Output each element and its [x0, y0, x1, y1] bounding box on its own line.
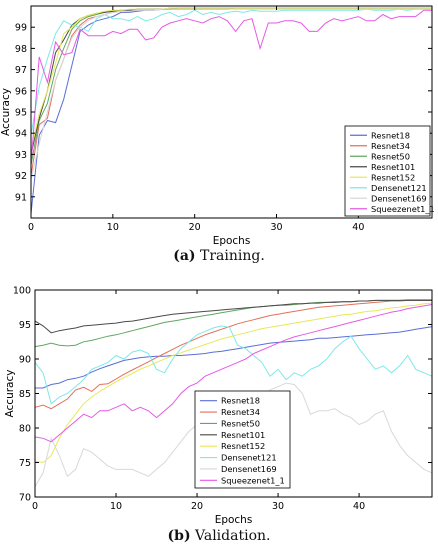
training-legend-label-densenet169: Densenet169	[371, 193, 427, 203]
training-x-axis-label: Epochs	[213, 235, 251, 247]
training-figure: 0 10 20 30 40 91 92 93 94 95 96 97 98 99 Epochs Accurac…	[0, 0, 438, 272]
validation-x-tick-label: 10	[110, 501, 122, 512]
validation-y-axis-label: Accuracy	[4, 370, 16, 418]
validation-y-tick-label: 100	[13, 286, 31, 297]
validation-x-tick-label: 30	[272, 501, 284, 512]
training-y-tick-label: 99	[15, 23, 27, 34]
validation-legend-label-resnet101: Resnet101	[221, 430, 265, 440]
validation-y-tick-label: 95	[19, 320, 31, 331]
training-chart: 0 10 20 30 40 91 92 93 94 95 96 97 98 99 Epochs Accurac…	[0, 5, 435, 247]
training-x-tick-label: 40	[352, 222, 364, 233]
training-legend-label-densenet121: Densenet121	[371, 183, 427, 193]
training-series-line-squeezenet1_1	[30, 9, 432, 166]
training-legend-label-squeezenet1_1: Squeezenet1_1	[371, 204, 435, 214]
validation-legend-label-densenet169: Densenet169	[221, 464, 277, 474]
validation-legend-label-densenet121: Densenet121	[221, 453, 277, 463]
validation-y-tick-label: 70	[19, 493, 31, 504]
validation-y-tick-label: 90	[19, 355, 31, 366]
training-y-tick-label: 91	[15, 192, 27, 203]
validation-series-line-resnet18	[35, 326, 433, 389]
validation-x-tick-label: 20	[191, 501, 203, 512]
training-series-line-resnet152	[30, 7, 432, 151]
training-legend-label-resnet18: Resnet18	[371, 130, 410, 140]
training-y-tick-label: 98	[15, 44, 27, 55]
training-x-tick-label: 20	[189, 222, 201, 233]
validation-figure: 0 10 20 30 40 70 75 80 85 90 95 100 Epochs Accuracy Re…	[0, 276, 438, 550]
training-y-axis-label: Accuracy	[0, 88, 12, 136]
validation-legend-label-squeezenet1_1: Squeezenet1_1	[221, 475, 285, 485]
validation-legend-label-resnet34: Resnet34	[221, 407, 260, 417]
training-x-tick-label: 0	[28, 222, 34, 233]
training-y-tick-label: 97	[15, 65, 27, 76]
validation-legend-box	[194, 390, 291, 489]
validation-series-line-squeezenet1_1	[34, 304, 433, 443]
validation-x-tick-label: 40	[353, 501, 365, 512]
validation-y-tick-label: 75	[19, 458, 31, 469]
training-caption: (a) Training.	[0, 248, 438, 264]
validation-y-tick-label: 80	[19, 424, 31, 435]
training-legend-label-resnet101: Resnet101	[371, 162, 415, 172]
validation-y-tick-label: 85	[19, 389, 31, 400]
training-series-line-densenet121	[30, 8, 432, 136]
validation-caption-tag: (b)	[167, 528, 191, 544]
validation-x-tick-label: 0	[32, 501, 38, 512]
training-legend-box	[344, 125, 431, 217]
validation-legend-label-resnet152: Resnet152	[221, 441, 265, 451]
training-y-tick-label: 95	[15, 108, 27, 119]
validation-legend-label-resnet18: Resnet18	[221, 396, 260, 406]
validation-series-line-densenet121	[34, 325, 433, 405]
validation-caption-text: Validation.	[195, 528, 271, 544]
validation-series-line-resnet34	[34, 299, 432, 410]
training-y-tick-label: 92	[15, 171, 27, 182]
validation-caption: (b) Validation.	[0, 528, 438, 544]
training-caption-tag: (a)	[173, 248, 196, 264]
training-y-tick-label: 94	[15, 129, 27, 140]
training-series-line-densenet169	[30, 8, 432, 180]
training-y-tick-label: 96	[15, 86, 27, 97]
training-legend-label-resnet34: Resnet34	[371, 141, 410, 151]
training-x-tick-label: 30	[270, 222, 282, 233]
validation-legend-label-resnet50: Resnet50	[221, 418, 260, 428]
training-legend-label-resnet50: Resnet50	[371, 151, 410, 161]
validation-series-line-resnet101	[34, 299, 432, 334]
validation-chart: 0 10 20 30 40 70 75 80 85 90 95 100 Epochs Accuracy Re…	[4, 286, 433, 526]
training-legend: Resnet18Resnet34Resnet50Resnet101Resnet1…	[344, 125, 435, 217]
training-legend-label-resnet152: Resnet152	[371, 172, 415, 182]
training-caption-text: Training.	[200, 248, 265, 264]
training-y-tick-label: 93	[15, 150, 27, 161]
validation-x-axis-label: Epochs	[215, 514, 253, 526]
validation-series-line-resnet50	[34, 299, 432, 348]
training-x-tick-label: 10	[107, 222, 119, 233]
